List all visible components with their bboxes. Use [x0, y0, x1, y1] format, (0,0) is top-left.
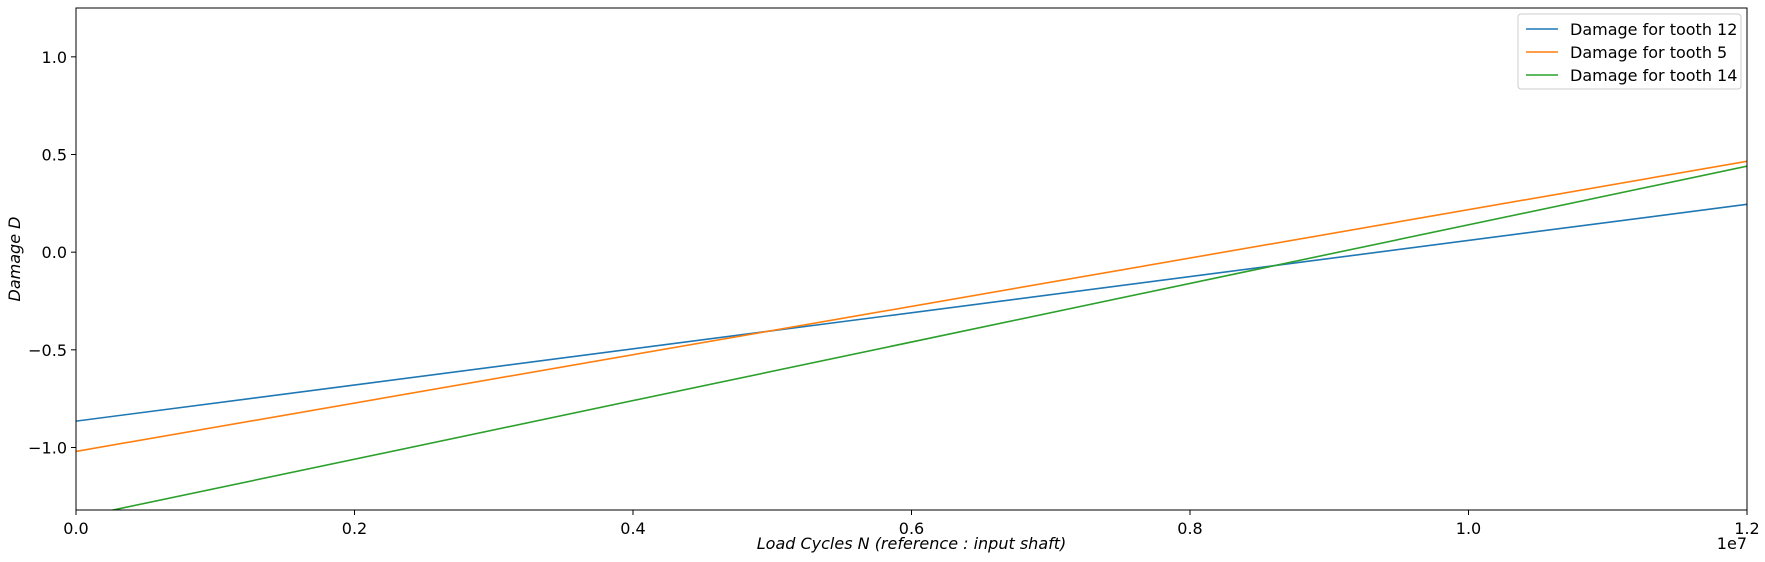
- x-tick-label: 0.6: [899, 519, 924, 538]
- series-line-2: [76, 160, 1747, 453]
- plot-frame: [75, 7, 1748, 511]
- legend-label: Damage for tooth 5: [1570, 43, 1727, 62]
- x-axis-offset-label: 1e7: [1717, 534, 1747, 553]
- series-line-3: [109, 165, 1747, 510]
- x-tick-label: 0.8: [1177, 519, 1202, 538]
- x-tick-label: 0.2: [342, 519, 367, 538]
- x-tick-label: 0.0: [63, 519, 88, 538]
- y-axis-label: Damage D: [5, 217, 24, 302]
- legend-label: Damage for tooth 14: [1570, 66, 1737, 85]
- series-line-1: [76, 203, 1747, 422]
- legend: Damage for tooth 12 Damage for tooth 5 Dam…: [1517, 13, 1742, 90]
- x-tick-label: 1.0: [1456, 519, 1481, 538]
- series-layer: [76, 160, 1747, 510]
- x-tick-label: 1.2: [1734, 519, 1759, 538]
- y-tick-label: 0.5: [42, 145, 67, 164]
- y-axis: 1.0 0.5 0.0 −0.5 −1.0: [28, 48, 76, 457]
- y-tick-label: −1.0: [28, 438, 67, 457]
- legend-label: Damage for tooth 12: [1570, 20, 1737, 39]
- y-tick-label: 1.0: [42, 48, 67, 67]
- x-axis-label: Load Cycles N (reference : input shaft): [757, 534, 1067, 553]
- y-tick-label: −0.5: [28, 341, 67, 360]
- x-axis: 0.0 0.2 0.4 0.6 0.8 1.0 1.2: [63, 510, 1760, 538]
- y-tick-label: 0.0: [42, 243, 67, 262]
- legend-box: [1517, 13, 1742, 90]
- x-tick-label: 0.4: [620, 519, 645, 538]
